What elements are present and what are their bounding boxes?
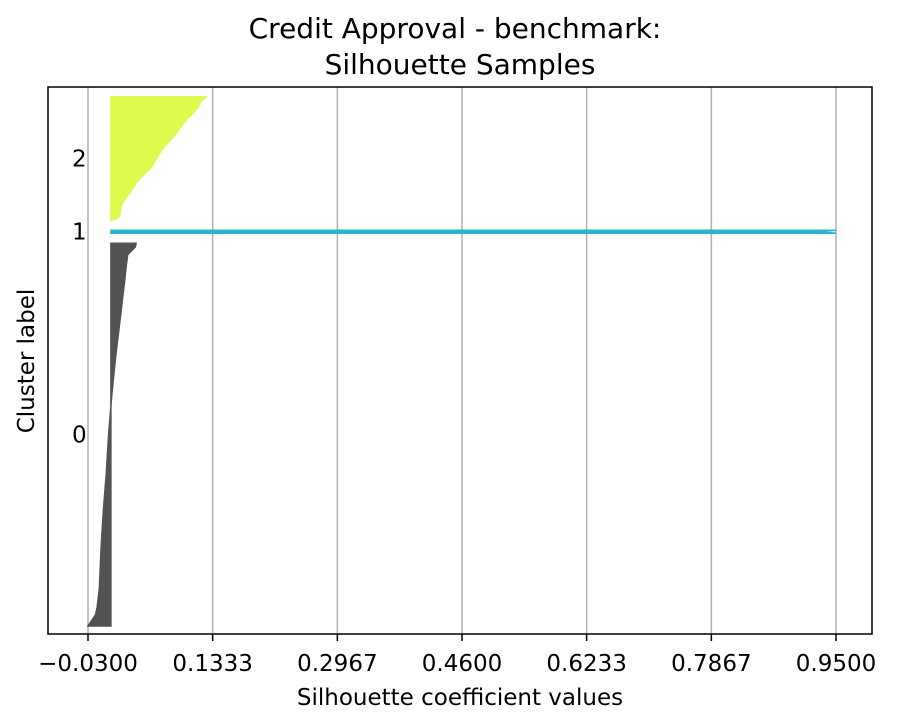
x-tick-label: −0.0300 (38, 651, 138, 677)
cluster-label-1: 1 (72, 220, 87, 246)
silhouette-areas (86, 95, 837, 627)
x-tick-label: 0.6233 (546, 651, 626, 677)
x-tick-label: 0.2967 (297, 651, 377, 677)
plot-frame (47, 86, 873, 635)
chart-subtitle: Silhouette Samples (325, 48, 596, 81)
silhouette-area-cluster-2 (110, 95, 209, 221)
x-tick-label: 0.7867 (671, 651, 751, 677)
silhouette-area-cluster-1 (110, 229, 837, 234)
silhouette-area-cluster-0 (86, 242, 138, 627)
x-tick-label: 0.1333 (172, 651, 252, 677)
chart-title: Credit Approval - benchmark: (249, 12, 662, 45)
cluster-label-0: 0 (72, 423, 87, 449)
x-tick-label: 0.9500 (796, 651, 876, 677)
cluster-labels: 0 1 2 (72, 146, 87, 448)
y-axis-label: Cluster label (14, 289, 40, 434)
cluster-label-2: 2 (72, 146, 87, 172)
x-axis-ticks: −0.0300 0.1333 0.2967 0.4600 0.6233 0.7867 0.9… (38, 634, 876, 677)
x-axis-label: Silhouette coefficient values (297, 685, 623, 711)
grid-lines (87, 87, 837, 634)
x-tick-label: 0.4600 (422, 651, 502, 677)
